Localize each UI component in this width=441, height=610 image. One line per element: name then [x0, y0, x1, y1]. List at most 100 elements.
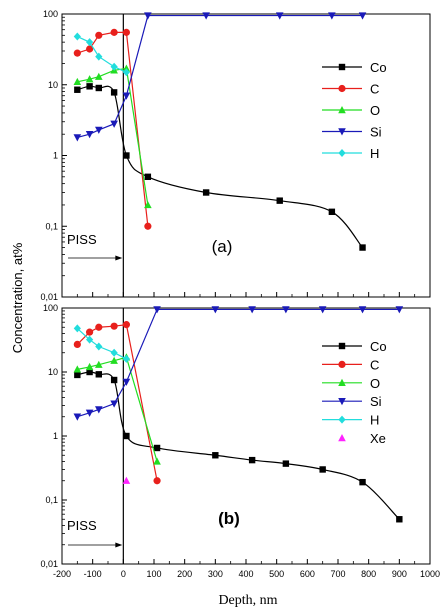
- series-h: [73, 324, 130, 363]
- panel-label: (b): [218, 509, 240, 528]
- data-point: [282, 306, 290, 314]
- data-point: [95, 72, 103, 80]
- x-tick-label: 600: [300, 569, 315, 579]
- legend-marker: [338, 106, 346, 114]
- legend-marker: [338, 398, 346, 406]
- data-point: [86, 45, 94, 53]
- data-point: [328, 208, 336, 216]
- y-tick-label: 100: [43, 303, 58, 313]
- data-point: [95, 406, 103, 414]
- data-point: [153, 306, 161, 314]
- y-tick-label: 1: [53, 431, 58, 441]
- series-line: [77, 14, 363, 139]
- data-point: [73, 413, 82, 421]
- legend: Co CO Si H Xe: [322, 339, 387, 446]
- data-point: [359, 244, 366, 251]
- data-point: [73, 365, 82, 373]
- legend-label: H: [370, 146, 379, 161]
- legend-item: O: [322, 103, 380, 118]
- legend-label: Xe: [370, 431, 386, 446]
- legend-item: O: [322, 376, 380, 391]
- piss-arrow-head: [115, 255, 123, 261]
- series-o: [73, 353, 161, 465]
- data-point: [73, 32, 81, 41]
- data-point: [110, 28, 118, 36]
- legend-label: O: [370, 103, 380, 118]
- series-c: [73, 28, 152, 230]
- panel-label: (a): [212, 237, 233, 256]
- x-tick-label: 1000: [420, 569, 440, 579]
- legend-label: O: [370, 376, 380, 391]
- data-point: [110, 376, 118, 384]
- data-point: [122, 28, 130, 36]
- x-tick-label: 400: [238, 569, 253, 579]
- series-xe: [122, 476, 131, 484]
- data-point: [122, 64, 131, 72]
- data-point: [122, 354, 130, 363]
- legend: Co CO Si H: [322, 60, 387, 161]
- legend-item: Co: [322, 339, 387, 354]
- series-si: [73, 12, 367, 142]
- data-point: [110, 89, 118, 96]
- legend-marker: [338, 128, 346, 136]
- piss-annotation: PISS: [67, 232, 97, 247]
- series-line: [77, 31, 149, 227]
- data-point: [358, 12, 367, 20]
- piss-annotation: PISS: [67, 518, 97, 533]
- data-point: [396, 516, 403, 523]
- data-point: [395, 306, 404, 314]
- shared-axes: Concentration, at% Depth, nm: [10, 242, 278, 608]
- data-point: [122, 92, 131, 100]
- y-tick-label: 0,01: [40, 292, 58, 302]
- data-point: [358, 306, 367, 314]
- y-tick-label: 0,1: [45, 495, 58, 505]
- data-point: [73, 49, 81, 57]
- series-line: [77, 36, 127, 73]
- data-point: [211, 306, 220, 314]
- data-point: [95, 371, 102, 378]
- series-si: [73, 306, 404, 421]
- data-point: [328, 12, 336, 20]
- data-point: [86, 328, 94, 336]
- data-point: [85, 409, 94, 417]
- data-point: [74, 86, 81, 93]
- x-tick-label: 300: [208, 569, 223, 579]
- legend-marker: [338, 84, 346, 93]
- data-point: [282, 460, 290, 467]
- data-point: [85, 131, 94, 139]
- x-tick-label: 800: [361, 569, 376, 579]
- data-point: [144, 200, 152, 209]
- data-point: [86, 335, 94, 344]
- legend-label: Co: [370, 60, 387, 75]
- series-o: [73, 64, 152, 209]
- data-point: [95, 323, 103, 331]
- legend-marker: [338, 360, 346, 368]
- series-co: [74, 368, 403, 523]
- data-point: [248, 306, 256, 314]
- legend-marker: [338, 415, 346, 424]
- x-tick-label: 500: [269, 569, 284, 579]
- series-line: [76, 323, 158, 481]
- legend-label: C: [370, 357, 379, 372]
- x-tick-label: 0: [121, 569, 126, 579]
- legend-label: C: [370, 82, 379, 97]
- legend-marker: [338, 434, 346, 442]
- data-point: [74, 371, 81, 379]
- legend-item: H: [322, 146, 379, 161]
- data-point: [86, 38, 94, 47]
- series-line: [77, 371, 400, 520]
- piss-arrow-head: [115, 542, 123, 548]
- data-point: [85, 362, 94, 371]
- data-point: [73, 77, 82, 86]
- legend-marker: [338, 342, 346, 350]
- y-tick-label: 1: [53, 151, 58, 161]
- data-point: [123, 152, 130, 159]
- data-point: [86, 83, 93, 90]
- data-point: [122, 476, 131, 484]
- data-point: [144, 222, 152, 230]
- legend-item: C: [322, 82, 379, 97]
- data-point: [123, 432, 130, 440]
- data-point: [202, 189, 210, 196]
- data-point: [319, 466, 326, 473]
